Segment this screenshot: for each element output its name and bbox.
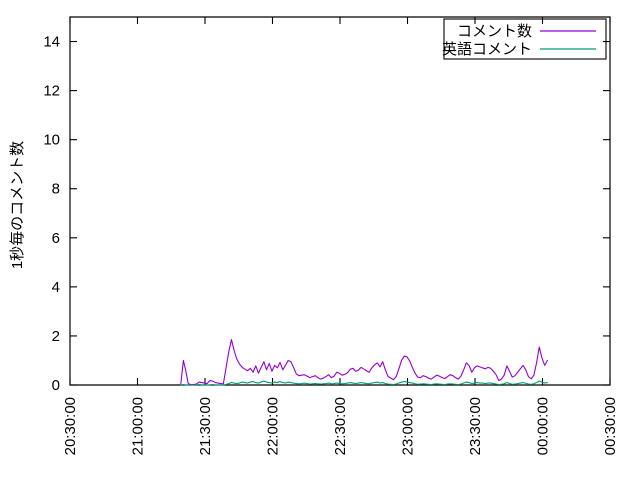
plot-frame	[69, 16, 611, 386]
x-tick-label: 23:00:00	[400, 397, 417, 455]
legend-label-2: 英語コメント	[442, 40, 532, 58]
x-tick-label: 22:00:00	[265, 397, 282, 455]
x-tick-label: 23:30:00	[467, 397, 484, 455]
y-tick-label: 6	[52, 230, 60, 247]
x-tick-label: 20:30:00	[62, 397, 79, 455]
series-line-1	[180, 339, 548, 386]
y-axis-title: 1秒毎のコメント数	[9, 141, 26, 269]
y-tick-label: 4	[52, 279, 60, 296]
y-axis-ticks: 0 2 4 6 8 10 12 14	[43, 34, 610, 394]
y-tick-label: 8	[52, 181, 60, 198]
y-tick-label: 0	[52, 377, 60, 394]
x-tick-label: 00:30:00	[602, 397, 619, 455]
x-tick-label: 21:30:00	[197, 397, 214, 455]
y-tick-label: 14	[43, 34, 60, 51]
y-tick-label: 2	[52, 328, 60, 345]
legend-label-1: コメント数	[457, 23, 532, 40]
x-tick-label: 00:00:00	[535, 397, 552, 455]
data-series-group	[180, 339, 548, 386]
x-tick-label: 21:00:00	[130, 397, 147, 455]
y-tick-label: 10	[43, 132, 60, 149]
series-line-2	[180, 380, 548, 386]
y-tick-label: 12	[43, 83, 60, 100]
x-axis-ticks: 20:30:00 21:00:00 21:30:00 22:00:00 22:30:00…	[62, 17, 619, 455]
x-tick-label: 22:30:00	[332, 397, 349, 455]
